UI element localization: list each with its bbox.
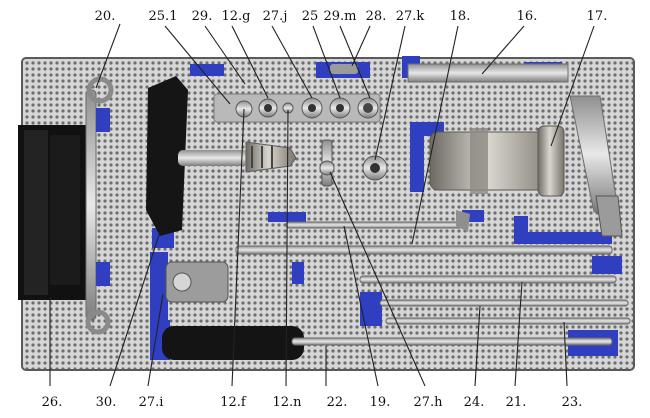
label-29: 29. bbox=[192, 9, 213, 24]
label-12-f: 12.f bbox=[220, 395, 247, 410]
label-24: 24. bbox=[464, 395, 485, 410]
item-18-rod bbox=[235, 245, 613, 255]
item-23-rod bbox=[385, 317, 631, 325]
item-27k-nut bbox=[362, 155, 388, 181]
item-26-black-holder-block bbox=[18, 125, 88, 300]
item-16-frame bbox=[407, 63, 623, 237]
label-18: 18. bbox=[450, 9, 471, 24]
socket-row bbox=[213, 93, 381, 123]
label-21: 21. bbox=[506, 395, 527, 410]
label-27-h: 27.h bbox=[413, 395, 443, 410]
item-21-rod bbox=[359, 275, 617, 284]
label-16: 16. bbox=[517, 9, 538, 24]
label-25-1: 25.1 bbox=[149, 9, 178, 24]
label-25: 25 bbox=[302, 9, 319, 24]
item-27i-ratchet bbox=[165, 261, 229, 303]
label-12-n: 12.n bbox=[272, 395, 302, 410]
label-22: 22. bbox=[327, 395, 348, 410]
label-20: 20. bbox=[95, 9, 116, 24]
item-28-slot-holder bbox=[330, 64, 358, 74]
item-19-hook-rod bbox=[285, 210, 470, 232]
item-20-wrench bbox=[85, 76, 114, 335]
label-17: 17. bbox=[587, 9, 608, 24]
label-23: 23. bbox=[562, 395, 583, 410]
label-27-j: 27.j bbox=[263, 9, 288, 24]
label-19: 19. bbox=[370, 395, 391, 410]
item-27h-pin bbox=[319, 139, 335, 187]
bottom-labels: 26. 30. 27.i 12.f 12.n 22. 19. 27.h 24. … bbox=[42, 395, 583, 410]
item-24-rod bbox=[379, 299, 629, 307]
label-29-m: 29.m bbox=[323, 9, 356, 24]
item-30-t-handle bbox=[146, 76, 297, 236]
label-27-i: 27.i bbox=[139, 395, 164, 410]
label-26: 26. bbox=[42, 395, 63, 410]
label-12-g: 12.g bbox=[222, 9, 251, 24]
label-27-k: 27.k bbox=[396, 9, 425, 24]
top-labels: 20. 25.1 29. 12.g 27.j 25 29.m 28. 27.k … bbox=[95, 9, 608, 24]
label-30: 30. bbox=[96, 395, 117, 410]
item-22-driver bbox=[162, 326, 613, 360]
item-17-cylinder bbox=[429, 125, 565, 197]
leader-lines bbox=[49, 23, 595, 387]
label-28: 28. bbox=[366, 9, 387, 24]
